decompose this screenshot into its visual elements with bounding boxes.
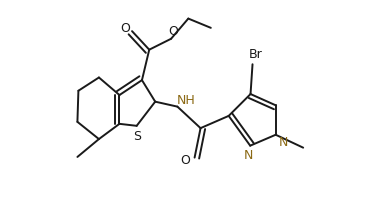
Text: N: N — [244, 149, 253, 162]
Text: O: O — [120, 22, 130, 35]
Text: S: S — [133, 130, 141, 143]
Text: Br: Br — [248, 48, 262, 61]
Text: N: N — [278, 136, 288, 149]
Text: O: O — [168, 25, 178, 38]
Text: O: O — [180, 154, 190, 167]
Text: NH: NH — [176, 94, 195, 107]
